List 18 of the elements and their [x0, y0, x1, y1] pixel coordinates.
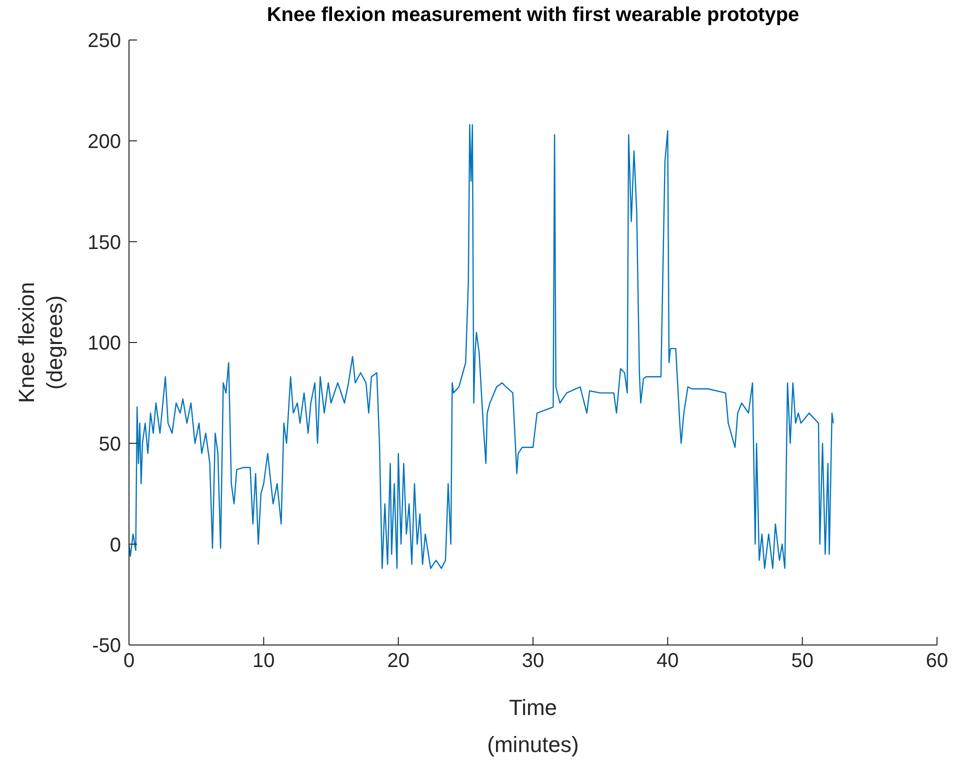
x-tick-label: 0	[123, 650, 135, 672]
x-tick-label: 40	[656, 650, 679, 672]
y-tick-label: -50	[92, 635, 121, 658]
y-tick-label: 100	[88, 332, 121, 355]
line-series	[129, 124, 834, 569]
x-axis-title: Time (minutes)	[487, 695, 579, 757]
y-axis-title: Knee flexion (degrees)	[14, 282, 67, 404]
chart-title: Knee flexion measurement with first wearable prototype	[266, 4, 800, 27]
y-tick-label: 200	[88, 130, 121, 153]
x-tick-label: 20	[387, 650, 410, 672]
y-tick-label: 150	[88, 232, 121, 254]
y-tick-label: 250	[88, 30, 121, 52]
x-tick-label: 60	[926, 650, 948, 672]
x-tick-label: 10	[252, 650, 275, 672]
y-tick-label: 50	[98, 433, 121, 456]
y-tick-label: 0	[110, 534, 121, 556]
x-tick-label: 50	[791, 650, 814, 672]
x-tick-label: 30	[522, 650, 544, 672]
